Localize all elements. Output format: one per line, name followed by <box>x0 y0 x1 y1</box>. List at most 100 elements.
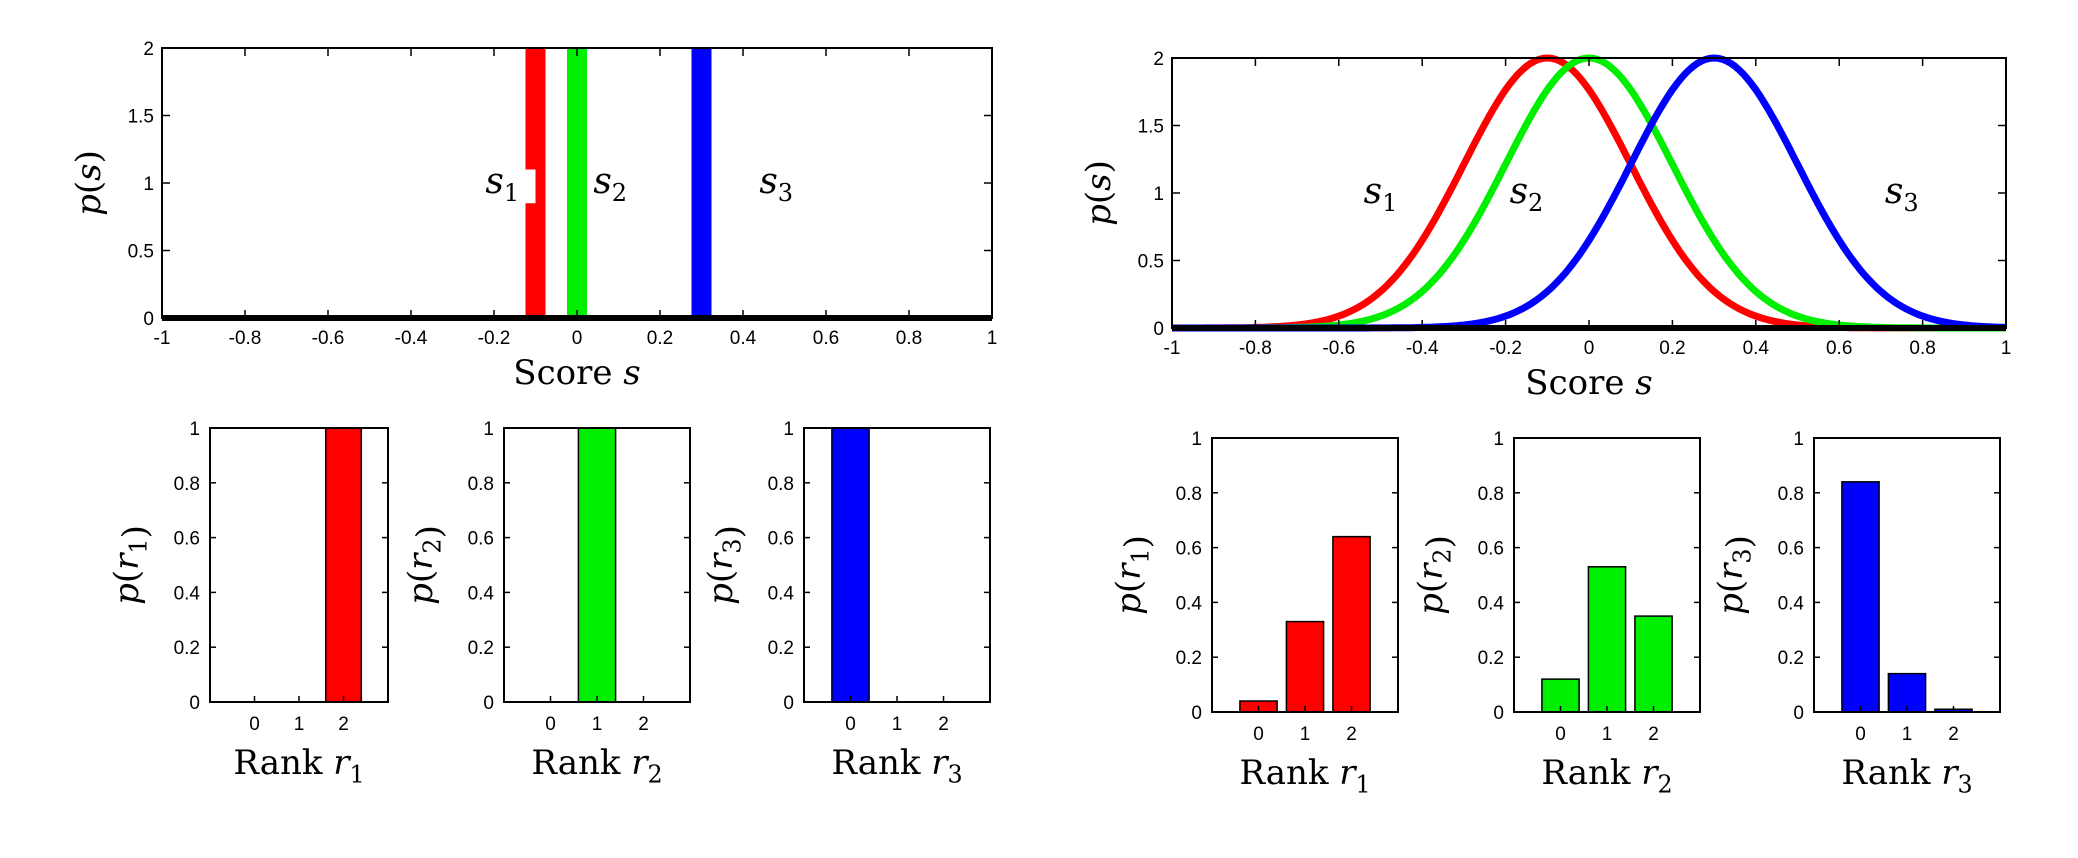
y-tick-label: 0 <box>1493 703 1504 724</box>
y-tick-label: 1.5 <box>128 107 154 128</box>
x-axis-label-text: Rank r1 <box>1239 753 1370 799</box>
y-tick-label: 0.8 <box>174 474 200 495</box>
y-tick-label: 1 <box>1793 429 1804 450</box>
y-axis-label-text: p(r2) <box>401 525 450 605</box>
x-tick-label: 0 <box>1253 724 1264 745</box>
y-tick-label: 0.6 <box>174 529 200 550</box>
impulse-s3 <box>691 48 712 318</box>
annotation-text: s1 <box>1364 171 1398 217</box>
x-axis-label: Rank r1 <box>233 743 364 789</box>
x-tick-label: 2 <box>338 714 349 735</box>
y-tick-label: 0.6 <box>768 529 794 550</box>
y-tick-label: 1 <box>783 419 794 440</box>
plot-frame <box>209 427 389 703</box>
x-axis-label-text: Rank r1 <box>233 743 364 789</box>
x-tick-label: 2 <box>1346 724 1357 745</box>
x-tick-label: -1 <box>1164 338 1181 359</box>
x-axis-label: Rank r2 <box>1541 753 1672 799</box>
x-axis-label: Rank r3 <box>1841 753 1972 799</box>
x-tick-label: -0.4 <box>395 328 428 349</box>
y-axis-label: p(r3) <box>1711 535 1760 615</box>
y-tick-label: 0.4 <box>1778 593 1805 614</box>
y-tick-label: 0.4 <box>1478 593 1505 614</box>
rank-plot-5: 0 1 2 0 0.2 0.4 0.6 0.8 1 Rank r1 p(r1) <box>1109 429 1399 799</box>
bar-rank-1 <box>1887 672 1927 713</box>
x-tick-label: 0.4 <box>730 328 757 349</box>
y-tick-label: 0.2 <box>1478 648 1504 669</box>
y-tick-label: 1.5 <box>1138 117 1164 138</box>
y-tick-label: 0.5 <box>128 242 154 263</box>
y-axis-label: p(r2) <box>401 525 450 605</box>
y-tick-label: 0.6 <box>1478 539 1504 560</box>
x-tick-label: 1 <box>294 714 305 735</box>
x-axis-label: Score s <box>1525 363 1652 403</box>
y-tick-label: 0.2 <box>1176 648 1202 669</box>
plot-frame <box>1813 437 2001 713</box>
bar-rank-2 <box>1332 535 1371 713</box>
rank-plot-6: 0 1 2 0 0.2 0.4 0.6 0.8 1 Rank r2 p(r2) <box>1411 429 1701 799</box>
x-axis-label-text: Rank r2 <box>1541 753 1672 799</box>
y-tick-label: 0.5 <box>1138 252 1164 273</box>
curve-s3 <box>1172 54 2007 332</box>
x-tick-label: -0.8 <box>229 328 262 349</box>
x-tick-label: 2 <box>638 714 649 735</box>
x-tick-label: 1 <box>892 714 903 735</box>
annotation-s1: s1 <box>485 161 536 207</box>
y-tick-label: 0.6 <box>468 529 494 550</box>
y-axis-label-text: p(r3) <box>1711 535 1760 615</box>
y-tick-label: 0 <box>189 693 200 714</box>
plot-frame <box>1513 437 1701 713</box>
y-tick-label: 0.6 <box>1778 539 1804 560</box>
bar-rank-1 <box>1587 566 1627 713</box>
y-tick-label: 0 <box>1191 703 1202 724</box>
x-tick-label: -0.2 <box>1489 338 1522 359</box>
score-plot-0: -1 -0.8 -0.6 -0.4 -0.2 0 0.2 0.4 0.6 0.8 1 0 0.5 1 1.5… <box>69 39 997 393</box>
y-tick-label: 0.2 <box>174 638 200 659</box>
annotation-s2: s2 <box>1510 171 1544 217</box>
y-axis-label-text: p(s) <box>69 150 109 216</box>
x-tick-label: 0 <box>545 714 556 735</box>
annotation-s3: s3 <box>759 161 793 207</box>
rank-plot-2: 0 1 2 0 0.2 0.4 0.6 0.8 1 Rank r2 p(r2) <box>401 419 691 789</box>
x-axis-label: Rank r2 <box>531 743 662 789</box>
annotation-text: s1 <box>485 161 519 207</box>
x-axis-label-text: Rank r3 <box>1841 753 1972 799</box>
y-tick-label: 1 <box>189 419 200 440</box>
y-tick-label: 0.8 <box>468 474 494 495</box>
x-tick-label: 0 <box>845 714 856 735</box>
y-tick-label: 0.6 <box>1176 539 1202 560</box>
plot-frame <box>1211 437 1399 713</box>
y-tick-label: 1 <box>143 174 154 195</box>
y-tick-label: 2 <box>143 39 154 60</box>
x-axis-label: Score s <box>513 353 640 393</box>
x-tick-label: -0.4 <box>1406 338 1439 359</box>
y-axis-label: p(s) <box>69 150 109 216</box>
y-axis-label-text: p(r2) <box>1411 535 1460 615</box>
x-tick-label: 2 <box>1948 724 1959 745</box>
x-tick-label: 0 <box>1555 724 1566 745</box>
x-tick-label: 0 <box>1584 338 1595 359</box>
y-tick-label: 0 <box>1793 703 1804 724</box>
y-axis-label-text: p(r3) <box>701 525 750 605</box>
plot-frame <box>503 427 691 703</box>
x-tick-label: 1 <box>1902 724 1913 745</box>
x-tick-label: 0 <box>249 714 260 735</box>
y-tick-label: 0.8 <box>768 474 794 495</box>
bar-rank-2 <box>1634 615 1673 713</box>
y-tick-label: 0.2 <box>1778 648 1804 669</box>
x-tick-label: 1 <box>2001 338 2012 359</box>
x-tick-label: 2 <box>938 714 949 735</box>
y-axis-label: p(r2) <box>1411 535 1460 615</box>
x-tick-label: 0.6 <box>1826 338 1852 359</box>
y-axis-label-text: p(r1) <box>1109 535 1158 615</box>
rank-plot-3: 0 1 2 0 0.2 0.4 0.6 0.8 1 Rank r3 p(r3) <box>701 419 991 789</box>
y-tick-label: 0 <box>143 309 154 330</box>
x-tick-label: 1 <box>1300 724 1311 745</box>
annotation-text: s2 <box>1510 171 1544 217</box>
x-axis-label: Rank r3 <box>831 743 962 789</box>
bar-rank-2 <box>324 427 363 703</box>
annotation-s3: s3 <box>1885 171 1919 217</box>
x-axis-label-text: Rank r3 <box>831 743 962 789</box>
x-tick-label: -0.6 <box>312 328 345 349</box>
